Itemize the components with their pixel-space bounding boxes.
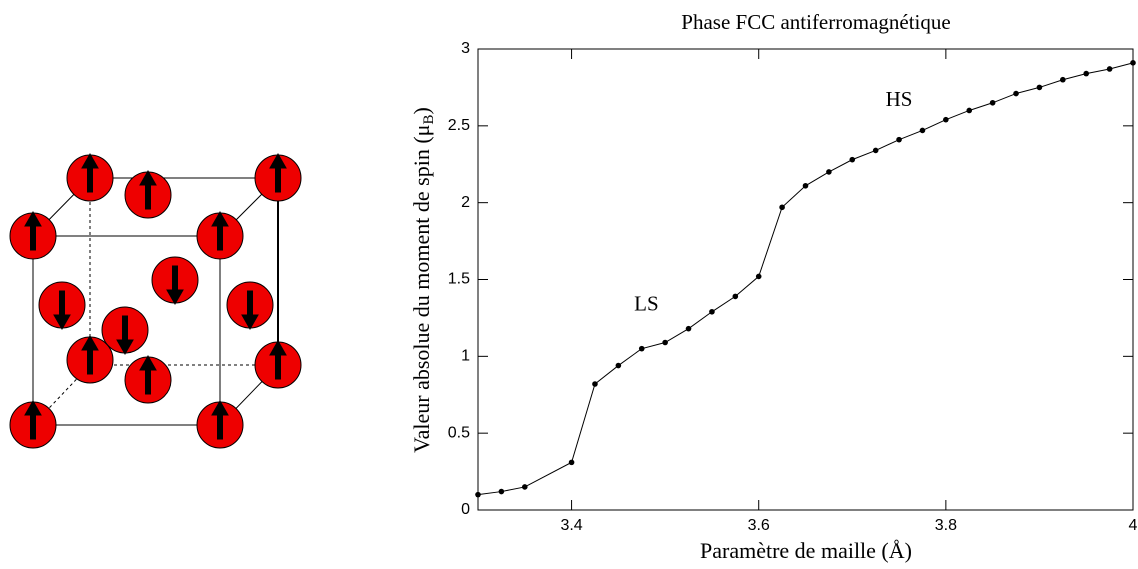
y-axis-label: Valeur absolue du moment de spin (μB) <box>409 107 437 453</box>
y-axis-label-subscript: B <box>421 115 437 125</box>
data-point <box>872 147 879 154</box>
y-tick-label: 0 <box>461 501 470 518</box>
x-tick-label: 3.8 <box>935 517 957 534</box>
fcc-cell-illustration <box>9 153 302 449</box>
y-tick-label: 2 <box>461 194 470 211</box>
data-point <box>779 204 785 211</box>
data-point <box>1083 70 1090 77</box>
x-tick-label: 3.6 <box>748 517 770 534</box>
plot-frame <box>477 48 1134 511</box>
data-point <box>568 459 575 466</box>
annotation: HS <box>886 87 913 111</box>
data-point <box>521 484 528 490</box>
data-point <box>755 273 762 280</box>
y-tick-label: 3 <box>461 40 470 57</box>
data-line <box>477 62 1134 496</box>
data-point <box>1013 90 1019 97</box>
data-point <box>498 488 505 495</box>
chart-title: Phase FCC antiferromagnétique <box>681 10 950 34</box>
data-point <box>638 345 645 352</box>
x-axis-label: Paramètre de maille (Å) <box>700 538 912 563</box>
data-point <box>1060 76 1066 83</box>
data-point <box>896 136 902 143</box>
data-point <box>1130 60 1136 66</box>
y-tick-label: 0.5 <box>448 424 470 441</box>
data-point <box>989 99 996 106</box>
y-tick-label: 1.5 <box>448 271 470 288</box>
data-point <box>919 127 926 134</box>
data-point <box>849 156 856 163</box>
x-tick-label: 3.4 <box>560 517 582 534</box>
data-point <box>1036 84 1043 91</box>
data-point <box>592 381 598 387</box>
data-point <box>732 293 739 300</box>
data-point <box>709 308 715 315</box>
data-point <box>475 491 481 498</box>
y-tick-label: 2.5 <box>448 117 470 134</box>
data-point <box>662 339 668 346</box>
x-tick-label: 4 <box>1129 517 1138 534</box>
data-point <box>615 362 622 369</box>
data-point <box>943 116 949 123</box>
data-point <box>966 107 973 114</box>
data-point <box>685 325 692 332</box>
y-tick-label: 1 <box>461 348 470 365</box>
data-point <box>1106 66 1113 72</box>
y-axis-label-end: ) <box>409 107 434 114</box>
data-point <box>826 169 832 175</box>
y-axis-label-text: Valeur absolue du moment de spin (μ <box>409 125 434 453</box>
annotation: LS <box>634 291 659 315</box>
data-point <box>802 182 809 189</box>
